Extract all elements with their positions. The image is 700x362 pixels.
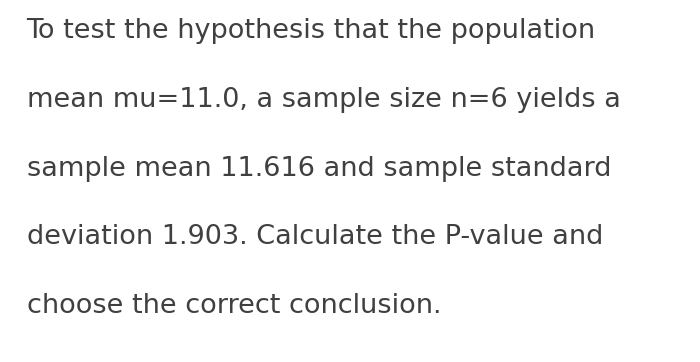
Text: To test the hypothesis that the population: To test the hypothesis that the populati…: [27, 18, 596, 44]
Text: deviation 1.903. Calculate the P-value and: deviation 1.903. Calculate the P-value a…: [27, 224, 603, 251]
Text: choose the correct conclusion.: choose the correct conclusion.: [27, 293, 441, 319]
Text: mean mu=11.0, a sample size n=6 yields a: mean mu=11.0, a sample size n=6 yields a: [27, 87, 620, 113]
Text: sample mean 11.616 and sample standard: sample mean 11.616 and sample standard: [27, 156, 611, 182]
